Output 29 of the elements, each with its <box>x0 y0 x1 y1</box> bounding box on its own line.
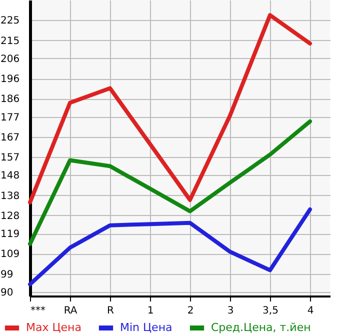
y-tick-label: 157 <box>0 152 20 164</box>
line-series <box>28 13 312 204</box>
line-series <box>28 119 312 246</box>
x-tick-label: 1 <box>147 306 154 316</box>
y-tick-label: 99 <box>0 269 14 280</box>
x-tick-label: 4 <box>307 306 314 316</box>
y-tick-label: 128 <box>0 210 20 222</box>
y-tick-label: 148 <box>0 170 20 182</box>
y-tick-label: 206 <box>0 54 20 65</box>
y-tick-label: 90 <box>0 287 14 298</box>
x-tick-label: 3 <box>227 306 234 316</box>
y-tick-label: 119 <box>0 229 20 240</box>
legend-label: Сред.Цена, т.йен <box>211 321 311 334</box>
y-tick-label: 109 <box>0 249 20 260</box>
y-tick-label: 138 <box>0 190 20 202</box>
x-tick-label: 3,5 <box>262 306 278 316</box>
y-tick-label: 196 <box>0 74 20 86</box>
legend-label: Max Цена <box>26 321 82 334</box>
y-tick-label: 167 <box>0 132 20 144</box>
x-tick-label: RA <box>64 306 78 316</box>
legend-label: Min Цена <box>120 321 172 334</box>
y-tick-label: 225 <box>0 16 20 27</box>
x-tick-label: R <box>107 306 114 316</box>
x-tick-label: *** <box>30 306 46 316</box>
y-tick-label: 186 <box>0 94 20 106</box>
y-tick-label: 215 <box>0 36 20 47</box>
y-tick-label: 177 <box>0 112 20 124</box>
x-tick-label: 2 <box>187 306 194 316</box>
line-series <box>28 207 312 286</box>
